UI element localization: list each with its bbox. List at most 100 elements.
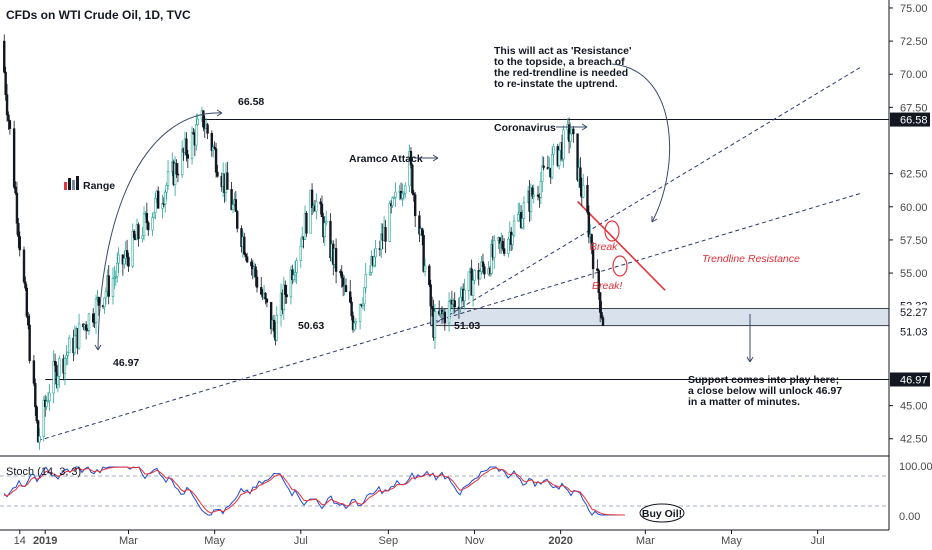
- price-tag-4: 46.97: [900, 374, 928, 386]
- candle-body: [92, 313, 95, 323]
- buy-oil-button[interactable]: Buy Oil!: [639, 503, 685, 523]
- candle-body: [363, 287, 366, 305]
- candle-body: [254, 266, 257, 278]
- candle-body: [216, 171, 219, 177]
- price-axis[interactable]: 75.00 72.50 70.00 67.50 62.50 60.00 57.50 55.00…: [889, 3, 928, 446]
- candle-body: [473, 270, 476, 281]
- candle-body: [132, 231, 136, 239]
- candle-body: [552, 146, 555, 155]
- time-tick-9: May: [721, 535, 742, 547]
- candle-body: [36, 420, 40, 443]
- svg-text:Support comes into play here;: Support comes into play here;: [688, 374, 839, 386]
- candle-body: [521, 218, 524, 228]
- candle-body: [391, 197, 394, 206]
- candle-body: [97, 297, 101, 306]
- candle-body: [374, 248, 377, 258]
- candle-body: [353, 322, 356, 330]
- candle-body: [401, 192, 404, 199]
- time-tick-1: 2019: [33, 535, 57, 547]
- candle-body: [388, 203, 391, 242]
- candle-body: [164, 191, 167, 205]
- candle-body: [15, 192, 19, 224]
- candle-body: [3, 40, 6, 73]
- candle-body: [380, 233, 383, 250]
- price-tick-6: 57.50: [900, 235, 928, 247]
- candle-body: [522, 201, 526, 219]
- candle-body: [123, 258, 126, 265]
- candle-body: [350, 301, 353, 317]
- candle-body: [34, 383, 37, 408]
- candle-body: [550, 154, 554, 178]
- candle-body: [392, 197, 396, 199]
- candle-body: [539, 181, 543, 198]
- time-tick-4: Jul: [294, 535, 308, 547]
- candle-body: [341, 277, 345, 287]
- price-tick-9: 42.50: [900, 434, 928, 446]
- candle-body: [214, 148, 218, 173]
- candle-body: [412, 192, 415, 196]
- candle-body: [231, 204, 235, 210]
- candle-body: [284, 284, 287, 295]
- candle-body: [244, 253, 247, 258]
- candle-body: [46, 400, 50, 403]
- time-tick-10: Jul: [811, 535, 825, 547]
- time-tick-8: Mar: [636, 535, 655, 547]
- candle-body: [368, 272, 372, 275]
- time-axis[interactable]: 14 2019 Mar May Jul Sep Nov 2020 Mar May Jul: [14, 530, 825, 547]
- candle-body: [498, 237, 502, 244]
- candle-body: [195, 124, 198, 146]
- candle-body: [14, 186, 17, 194]
- price-tag-0: 66.58: [900, 115, 928, 127]
- candle-body: [27, 316, 30, 326]
- start-level-label: 46.97: [113, 357, 139, 369]
- candle-body: [127, 256, 130, 267]
- candle-body: [272, 319, 276, 332]
- candle-body: [196, 118, 199, 126]
- candle-body: [301, 236, 304, 247]
- candle-body: [250, 261, 253, 267]
- candle-body: [440, 309, 444, 314]
- candle-body: [558, 150, 561, 166]
- candle-body: [255, 276, 259, 288]
- candle-body: [151, 217, 154, 231]
- candle-body: [45, 400, 48, 408]
- candle-body: [349, 291, 352, 303]
- price-tick-0: 75.00: [900, 3, 928, 15]
- candle-body: [145, 212, 149, 224]
- candle-body: [319, 201, 322, 205]
- time-tick-2: Mar: [119, 535, 138, 547]
- candle-body: [569, 133, 572, 142]
- candle-body: [226, 172, 229, 190]
- time-tick-0: 14: [14, 535, 26, 547]
- time-tick-5: Sep: [379, 535, 399, 547]
- candle-body: [32, 360, 36, 384]
- candle-body: [84, 324, 88, 331]
- candle-body: [309, 189, 312, 234]
- candle-body: [66, 352, 69, 356]
- candle-body: [4, 71, 7, 95]
- candle-body: [190, 132, 194, 159]
- buy-oil-label: Buy Oil!: [642, 508, 682, 520]
- candle-body: [428, 265, 431, 286]
- candle-body: [5, 94, 9, 116]
- price-tick-3: 67.50: [900, 102, 928, 114]
- candle-body: [404, 185, 407, 194]
- candle-body: [483, 266, 486, 275]
- candle-body: [344, 285, 348, 293]
- candle-body: [141, 235, 144, 240]
- candle-body: [567, 124, 571, 142]
- candle-body: [323, 222, 326, 238]
- candle-body: [430, 305, 434, 309]
- candle-body: [234, 199, 238, 212]
- candle-body: [117, 254, 120, 264]
- svg-text:the red-trendline is needed: the red-trendline is needed: [494, 67, 628, 79]
- candle-body: [111, 278, 115, 297]
- candle-body: [421, 228, 424, 236]
- candle-body: [77, 323, 81, 349]
- candle-body: [409, 151, 413, 166]
- range-icon: [64, 176, 79, 190]
- low-label-mid: 51.03: [454, 320, 480, 332]
- candle-body: [529, 187, 533, 212]
